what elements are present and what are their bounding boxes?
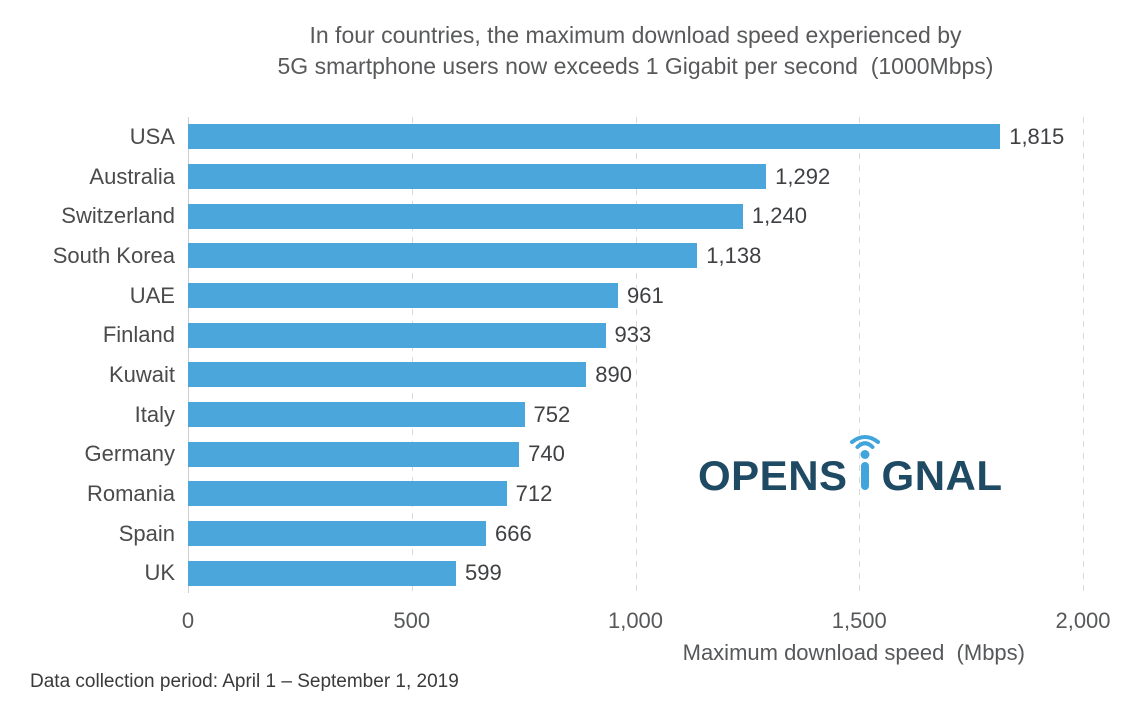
plot-area: USA 1,815 Australia 1,292 Switzerland 1,240 So… [53,117,1111,664]
bar-row-finland: Finland 933 [103,315,1083,355]
bar-row-uae: UAE 961 [130,276,1083,316]
bar-row-spain: Spain 666 [119,514,1083,554]
data-collection-note: Data collection period: April 1 – Septem… [30,671,459,692]
bar-row-switzerland: Switzerland 1,240 [61,196,1083,236]
value-label: 933 [614,322,652,348]
category-label: UAE [129,282,175,308]
opensignal-logo: OPENS GNAL [698,435,1003,499]
bar [188,164,767,189]
category-label: Germany [84,441,175,467]
category-label: South Korea [52,242,175,268]
bar-row-usa: USA 1,815 [130,117,1083,157]
bar [188,441,520,467]
bar [188,402,525,428]
value-label: 1,240 [751,203,807,229]
value-label: 712 [515,480,553,506]
x-axis-label: Maximum download speed (Mbps) [682,640,1025,665]
bar-row-australia: Australia 1,292 [89,157,1083,197]
value-label: 961 [627,282,664,308]
signal-i-icon [849,435,880,490]
category-label: UK [144,560,175,586]
value-label: 666 [495,520,532,546]
gridline [635,117,637,593]
gridline [859,117,861,593]
value-label: 740 [528,441,565,467]
category-label: Switzerland [61,203,175,229]
value-label: 752 [533,401,571,427]
bar [188,322,606,348]
bar [188,362,587,388]
category-label: Australia [89,163,175,189]
x-tick-label: 1,500 [831,608,887,633]
category-label: Finland [102,322,175,348]
chart-title-line2: 5G smartphone users now exceeds 1 Gigabi… [277,53,994,79]
bar-row-germany: Germany 740 [85,434,1083,474]
x-tick-label: 0 [181,608,195,633]
bar [188,560,457,586]
bar-row-kuwait: Kuwait 890 [109,355,1083,395]
gridline [411,117,413,593]
value-label: 1,815 [1009,123,1065,149]
value-label: 599 [465,560,502,586]
x-tick-label: 2,000 [1055,608,1111,633]
category-label: Romania [86,480,175,506]
y-axis-line [188,117,189,593]
category-label: Kuwait [108,361,175,387]
bar [188,521,487,547]
value-label: 1,292 [775,163,831,189]
bar [188,124,1001,150]
bar-row-uk: UK 599 [144,553,1083,593]
chart-title: In four countries, the maximum download … [188,20,1083,82]
x-tick-label: 1,000 [607,608,664,633]
bar [188,243,698,269]
gridline [1083,117,1084,593]
x-axis-ticks: 0 500 1,000 1,500 2,000 [182,608,1111,636]
x-tick-label: 500 [393,608,431,633]
category-label: Spain [118,520,175,546]
bar [188,481,507,507]
chart-title-line1: In four countries, the maximum download … [309,22,962,48]
logo-text-after: GNAL [881,452,1003,499]
logo-text-before: OPENS [698,452,848,499]
bar-row-south-korea: South Korea 1,138 [53,236,1083,276]
value-label: 1,138 [706,242,762,268]
value-label: 890 [595,361,632,387]
category-label: Italy [134,401,175,427]
bar [188,203,743,229]
bar-row-italy: Italy 752 [135,395,1083,435]
bar-row-romania: Romania 712 [87,474,1083,514]
bar [188,283,619,309]
category-label: USA [129,123,175,149]
bar-rows: USA 1,815 Australia 1,292 Switzerland 1,240 So… [53,117,1083,593]
